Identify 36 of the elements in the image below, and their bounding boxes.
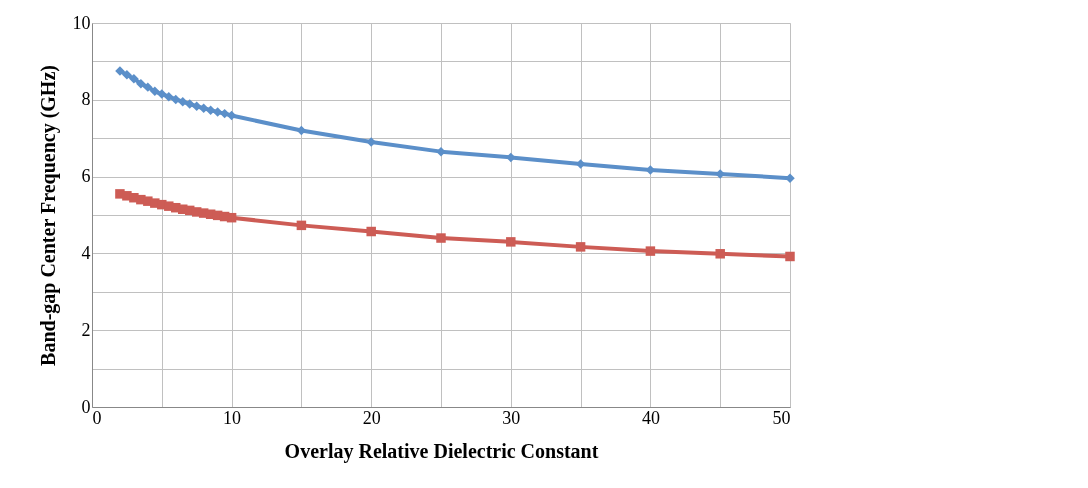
x-tick-label: 30 xyxy=(502,407,521,428)
x-tick-label: 20 xyxy=(362,407,381,428)
y-tick-label: 10 xyxy=(72,12,91,33)
point xyxy=(715,169,725,179)
point xyxy=(136,78,146,89)
point xyxy=(205,105,216,115)
point xyxy=(506,237,516,247)
x-axis-title: Overlay Relative Dielectric Constant xyxy=(284,439,599,463)
point xyxy=(715,249,725,259)
y-tick-label: 4 xyxy=(81,242,91,263)
x-tick-label: 40 xyxy=(641,407,660,428)
point xyxy=(150,86,160,97)
point xyxy=(645,246,656,256)
point xyxy=(219,108,230,119)
point xyxy=(164,91,174,102)
point xyxy=(296,220,307,231)
y-tick-label: 8 xyxy=(81,89,91,110)
point xyxy=(129,73,139,84)
point xyxy=(785,251,795,262)
point xyxy=(226,212,237,223)
x-tick-label: 50 xyxy=(772,407,791,428)
point xyxy=(122,70,132,80)
y-tick-label: 6 xyxy=(81,166,91,187)
y-tick-label: 2 xyxy=(81,319,91,340)
point xyxy=(171,94,181,105)
x-tick-label: 10 xyxy=(223,407,242,428)
point xyxy=(226,110,237,121)
point xyxy=(178,96,188,107)
point xyxy=(198,103,209,113)
point xyxy=(436,233,446,243)
y-axis-title: Band-gap Center Frequency (GHz) xyxy=(36,65,60,366)
point xyxy=(575,242,586,252)
point xyxy=(184,99,195,109)
point xyxy=(191,101,202,112)
point xyxy=(366,226,376,237)
point xyxy=(143,82,153,92)
